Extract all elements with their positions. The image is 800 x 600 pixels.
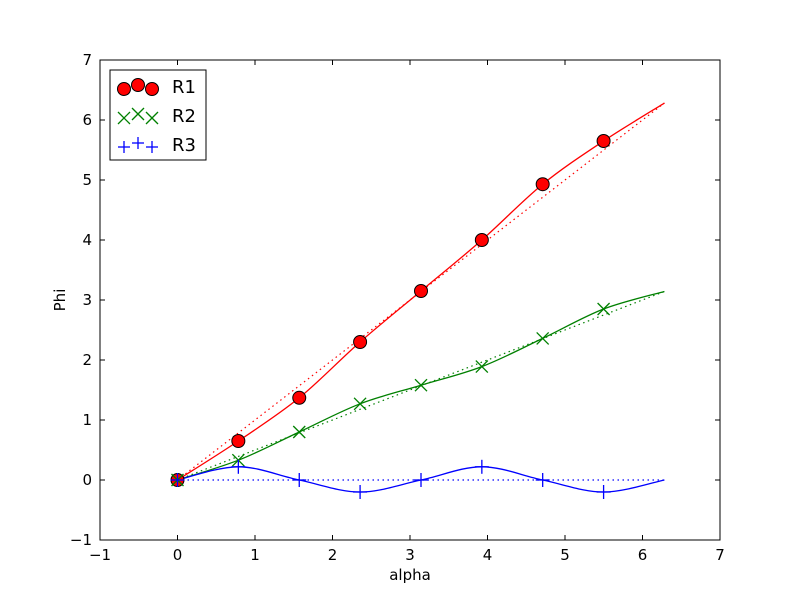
y-tick-label: 6 (82, 111, 92, 129)
legend: R1 R2 R3 (109, 69, 207, 161)
ticks-layer: −1 0 1 2 3 4 5 6 7 −1 0 1 2 3 4 5 6 7 (70, 51, 725, 564)
y-tick-label: 3 (82, 291, 92, 309)
series-R3-point (414, 473, 429, 487)
series-R3-point (596, 485, 611, 499)
x-tick-label: 5 (560, 546, 570, 564)
y-tick-label: 0 (82, 471, 92, 489)
series-R1-point (535, 177, 550, 192)
series-R3-point (292, 473, 307, 487)
series-R1-point (231, 434, 246, 448)
x-tick-label: 0 (173, 546, 183, 564)
y-axis-label: Phi (51, 289, 69, 312)
series-R1-point (353, 335, 368, 349)
series-layer (170, 102, 665, 499)
legend-marker (145, 111, 159, 125)
legend-entry-R3: R3 (118, 135, 196, 156)
series-R2-point (414, 378, 428, 392)
series-R3-point (353, 485, 368, 499)
x-tick-label: 4 (483, 546, 493, 564)
legend-marker (131, 107, 145, 121)
x-axis-label: alpha (389, 566, 431, 584)
y-tick-label: 2 (82, 351, 92, 369)
y-tick-label: 4 (82, 231, 92, 249)
y-tick-label: 5 (82, 171, 92, 189)
y-tick-label: 7 (82, 51, 92, 69)
x-tick-label: 2 (328, 546, 338, 564)
legend-label: R2 (172, 106, 196, 127)
x-tick-label: 3 (405, 546, 415, 564)
legend-marker (131, 78, 145, 92)
y-tick-label: 1 (82, 411, 92, 429)
legend-label: R3 (172, 135, 196, 156)
legend-label: R1 (172, 77, 196, 98)
x-tick-label: −1 (89, 546, 111, 564)
legend-marker (145, 82, 159, 96)
series-R3-point (474, 459, 489, 474)
series-R1-point (414, 284, 429, 298)
series-R2-point (353, 397, 367, 411)
legend-entry-R1: R1 (117, 77, 196, 98)
y-tick-label: −1 (70, 531, 92, 549)
series-R2-point (292, 425, 306, 439)
x-tick-label: 1 (250, 546, 260, 564)
series-R2-point (475, 360, 489, 374)
legend-marker (146, 141, 158, 153)
legend-marker (117, 82, 131, 96)
series-R1-markers (170, 134, 611, 487)
series-R1-point (292, 390, 307, 405)
series-R1-point (596, 134, 611, 148)
series-R2-point (597, 302, 611, 316)
series-R3-markers (170, 459, 611, 499)
series-R3-point (535, 473, 550, 487)
legend-marker (118, 141, 130, 153)
legend-entry-R2: R2 (117, 106, 196, 127)
x-tick-label: 7 (715, 546, 725, 564)
series-R3-point (231, 459, 246, 474)
x-tick-label: 6 (638, 546, 648, 564)
series-R1-point (474, 233, 489, 247)
series-R2-markers (171, 302, 611, 487)
legend-marker (117, 111, 131, 125)
series-R2-point (536, 331, 550, 345)
series-R3-point (170, 473, 185, 487)
legend-marker (132, 137, 144, 149)
